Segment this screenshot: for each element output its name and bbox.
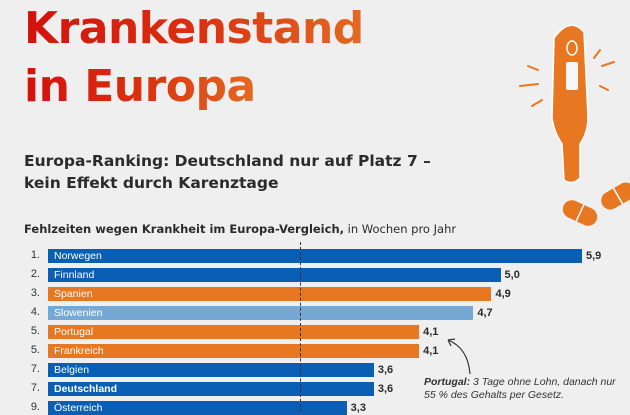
value-label: 3,6 [377, 364, 394, 376]
country-label: Portugal [54, 326, 94, 338]
annotation-label: Portugal: [424, 376, 471, 388]
rank-label: 3. [30, 287, 40, 299]
bar-portugal [48, 325, 420, 339]
bar-deutschland [48, 382, 374, 396]
country-label: Österreich [54, 402, 103, 414]
page-title-line1: Krankenstand [24, 3, 364, 54]
rank-label: 2. [30, 268, 40, 280]
value-label: 5,9 [586, 250, 602, 262]
country-label: Finnland [54, 269, 95, 281]
reference-line [299, 242, 301, 412]
chart-unit: in Wochen pro Jahr [347, 222, 457, 236]
portugal-annotation: Portugal: 3 Tage ohne Lohn, danach nur 5… [424, 376, 624, 402]
rank-label: 7. [30, 382, 40, 394]
bar-finnland [48, 268, 501, 282]
country-label: Frankreich [54, 345, 104, 357]
rank-label: 5. [30, 344, 40, 356]
thermometer-pills-icon [519, 24, 630, 226]
rank-label: 9. [30, 401, 40, 413]
value-label: 4,1 [423, 345, 439, 357]
subtitle: Europa-Ranking: Deutschland nur auf Plat… [24, 152, 431, 192]
country-label: Slowenien [54, 307, 103, 319]
rank-label: 4. [30, 306, 40, 318]
page-title-line2: in Europa [24, 61, 256, 112]
chart-title: Fehlzeiten wegen Krankheit im Europa-Ver… [24, 222, 456, 236]
bar-belgien [48, 363, 374, 377]
bar-slowenien [48, 306, 474, 320]
rank-label: 7. [30, 363, 40, 375]
value-label: 3,6 [377, 383, 394, 395]
rank-label: 1. [30, 249, 40, 261]
annotation-arrow-icon [447, 338, 471, 375]
value-label: 3,3 [350, 402, 366, 414]
country-label: Deutschland [54, 383, 118, 395]
bar-norwegen [48, 249, 582, 263]
bar-spanien [48, 287, 492, 301]
country-label: Spanien [54, 288, 93, 300]
country-label: Norwegen [54, 250, 102, 262]
value-label: 4,9 [495, 288, 511, 300]
value-label: 4,1 [423, 326, 439, 338]
value-label: 5,0 [504, 269, 520, 281]
chart-title-main: Fehlzeiten wegen Krankheit im Europa-Ver… [24, 222, 344, 236]
value-label: 4,7 [477, 307, 493, 319]
rank-label: 5. [30, 325, 40, 337]
bar-frankreich [48, 344, 420, 358]
annotation-text: 3 Tage ohne Lohn, danach nur 55 % des Ge… [424, 376, 616, 401]
country-label: Belgien [54, 364, 90, 376]
